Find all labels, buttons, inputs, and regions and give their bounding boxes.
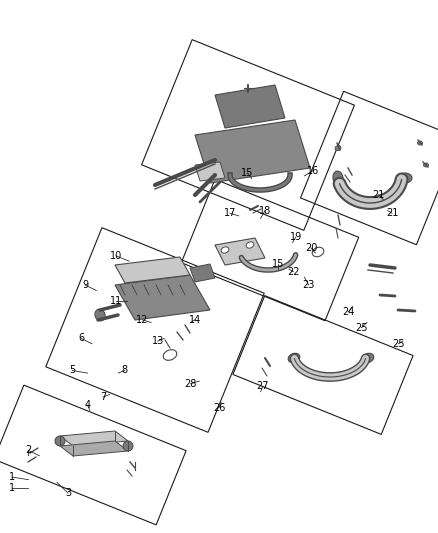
Text: 28: 28 [184, 379, 197, 389]
Text: 4: 4 [85, 400, 91, 410]
Text: 15: 15 [241, 168, 254, 178]
Text: 20: 20 [305, 243, 317, 253]
Polygon shape [115, 275, 210, 320]
Text: 6: 6 [78, 334, 84, 343]
Text: 12: 12 [136, 315, 148, 325]
Ellipse shape [362, 353, 374, 363]
Polygon shape [115, 257, 190, 283]
Text: 1: 1 [9, 483, 15, 492]
Text: 25: 25 [355, 323, 367, 333]
Text: 9: 9 [82, 280, 88, 290]
Polygon shape [60, 431, 128, 446]
Text: 13: 13 [152, 336, 164, 346]
Polygon shape [215, 85, 285, 128]
Ellipse shape [95, 309, 105, 321]
Ellipse shape [55, 436, 65, 446]
Text: 15: 15 [272, 259, 284, 269]
Ellipse shape [424, 163, 428, 167]
Text: 23: 23 [303, 280, 315, 290]
Text: 7: 7 [100, 392, 106, 402]
Text: 24: 24 [342, 307, 354, 317]
Text: 21: 21 [386, 208, 398, 218]
Polygon shape [195, 120, 310, 183]
Text: 27: 27 [257, 382, 269, 391]
Text: 1: 1 [9, 472, 15, 482]
Text: 18: 18 [259, 206, 271, 215]
Text: 19: 19 [290, 232, 302, 242]
Text: 8: 8 [122, 366, 128, 375]
Text: 10: 10 [110, 251, 122, 261]
Text: 2: 2 [25, 446, 32, 455]
Text: 16: 16 [307, 166, 319, 175]
Text: 3: 3 [65, 488, 71, 498]
Ellipse shape [123, 441, 133, 451]
Ellipse shape [288, 353, 300, 363]
Ellipse shape [246, 242, 254, 248]
Polygon shape [190, 264, 215, 282]
Text: 22: 22 [287, 267, 300, 277]
Text: 17: 17 [224, 208, 236, 218]
Ellipse shape [398, 173, 412, 183]
Polygon shape [215, 238, 265, 265]
Text: 11: 11 [110, 296, 122, 306]
Ellipse shape [417, 141, 423, 145]
Text: 21: 21 [373, 190, 385, 199]
Text: 26: 26 [213, 403, 225, 413]
Polygon shape [195, 162, 225, 181]
Ellipse shape [221, 247, 229, 253]
Text: 14: 14 [189, 315, 201, 325]
Text: 25: 25 [392, 339, 405, 349]
Ellipse shape [333, 171, 343, 185]
Ellipse shape [335, 146, 341, 151]
Text: 5: 5 [69, 366, 75, 375]
Polygon shape [60, 441, 128, 456]
